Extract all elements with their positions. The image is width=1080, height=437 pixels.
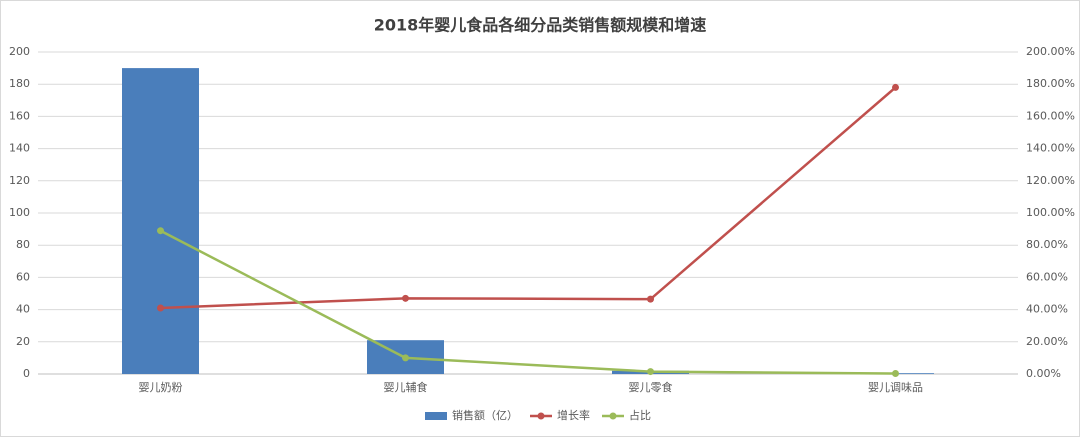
- point: [892, 83, 899, 91]
- y2-tick-label: 80.00%: [1026, 238, 1068, 251]
- y2-tick-label: 120.00%: [1026, 174, 1075, 187]
- point: [647, 295, 654, 303]
- y-tick-label: 140: [9, 142, 30, 155]
- y-tick-label: 20: [16, 335, 30, 348]
- y2-tick-label: 140.00%: [1026, 142, 1075, 155]
- x-tick-label: 婴儿奶粉: [139, 380, 183, 394]
- point: [647, 368, 654, 376]
- legend-swatch: [609, 412, 617, 420]
- y2-tick-label: 20.00%: [1026, 335, 1068, 348]
- y-tick-label: 180: [9, 77, 30, 90]
- point: [402, 294, 409, 302]
- point: [157, 227, 164, 235]
- y-tick-label: 160: [9, 109, 30, 122]
- legend-swatch: [425, 412, 447, 420]
- y2-tick-label: 60.00%: [1026, 270, 1068, 283]
- point: [402, 354, 409, 362]
- x-tick-label: 婴儿零食: [629, 380, 673, 394]
- x-tick-label: 婴儿调味品: [868, 381, 923, 394]
- y-tick-label: 60: [16, 270, 30, 283]
- y2-tick-label: 40.00%: [1026, 303, 1068, 316]
- chart-title: 2018年婴儿食品各细分品类销售额规模和增速: [374, 16, 707, 35]
- y-tick-label: 40: [16, 303, 30, 316]
- y-tick-label: 0: [23, 367, 30, 380]
- y-tick-label: 200: [9, 45, 30, 58]
- y2-tick-label: 200.00%: [1026, 45, 1075, 58]
- legend-swatch: [537, 412, 545, 420]
- y2-tick-label: 160.00%: [1026, 109, 1075, 122]
- point: [157, 304, 164, 312]
- y-tick-label: 120: [9, 174, 30, 187]
- x-tick-label: 婴儿辅食: [384, 380, 428, 394]
- line: [160, 86, 897, 310]
- y2-tick-label: 180.00%: [1026, 77, 1075, 90]
- line: [159, 229, 896, 375]
- y-tick-label: 80: [16, 238, 30, 251]
- legend-label: 销售额（亿）: [452, 408, 518, 422]
- legend-label: 占比: [629, 408, 651, 422]
- y2-tick-label: 0.00%: [1026, 367, 1061, 380]
- y2-tick-label: 100.00%: [1026, 206, 1075, 219]
- bar: [122, 68, 199, 374]
- legend-label: 增长率: [557, 408, 590, 422]
- y-tick-label: 100: [9, 206, 30, 219]
- point: [892, 370, 899, 378]
